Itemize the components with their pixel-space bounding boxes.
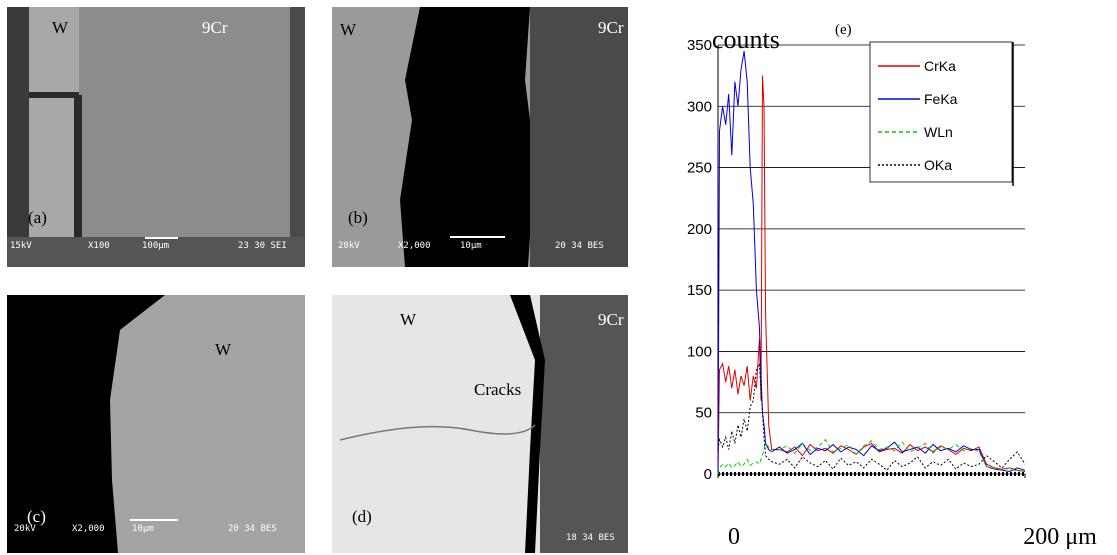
phase-label: W <box>340 20 357 39</box>
sem-info: 20 34 BES <box>228 524 277 534</box>
y-tick-label: 200 <box>687 221 712 238</box>
panel-b: W 9Cr (b) 20kV X2,000 10μm 20 34 BES <box>332 7 628 267</box>
y-tick-label: 0 <box>704 466 712 483</box>
phase-label: 9Cr <box>202 18 228 37</box>
sem-region <box>540 295 628 553</box>
panel-label: (d) <box>352 507 372 526</box>
sem-info: 20 34 BES <box>555 241 604 251</box>
panel-d: W 9Cr Cracks (d) 18 34 BES <box>332 295 628 553</box>
sem-footer-bg <box>7 237 305 267</box>
sem-info: 18 34 BES <box>566 533 615 543</box>
phase-label: W <box>52 18 69 37</box>
panel-label: (c) <box>27 507 46 526</box>
legend-label: CrKa <box>924 58 956 74</box>
series-line <box>717 51 1026 475</box>
y-tick-label: 250 <box>687 160 712 177</box>
y-tick-label: 50 <box>695 405 712 422</box>
panel-c: W (c) 20kV X2,000 10μm 20 34 BES <box>7 295 305 553</box>
sem-info: 23 30 SEI <box>238 241 287 251</box>
sem-region <box>29 7 79 237</box>
sem-region <box>74 95 82 265</box>
sem-region <box>7 295 165 553</box>
sem-region <box>7 7 29 267</box>
y-tick-label: 150 <box>687 282 712 299</box>
sem-info: 10μm <box>132 524 154 534</box>
sem-region <box>290 7 305 267</box>
y-axis-label: counts <box>712 25 780 54</box>
panel-a: W 9Cr (a) 15kV X100 100μm 23 30 SEI <box>7 7 305 267</box>
x-tick-label: 0 <box>728 524 740 550</box>
series-line <box>717 361 1026 472</box>
sem-info: X2,000 <box>72 524 105 534</box>
y-tick-label: 300 <box>687 98 712 115</box>
phase-label: W <box>400 310 417 329</box>
series-line <box>717 438 1026 475</box>
sem-region <box>29 92 79 98</box>
sem-info: X100 <box>88 241 110 251</box>
sem-info: 20kV <box>14 524 36 534</box>
panel-label: (b) <box>348 208 368 227</box>
phase-label: W <box>215 340 232 359</box>
sem-info: 10μm <box>460 241 482 251</box>
panel-label: (a) <box>28 208 47 227</box>
sem-region <box>400 7 535 267</box>
x-tick-label: 200 μm <box>1023 524 1097 550</box>
sem-region <box>510 295 545 553</box>
y-tick-label: 350 <box>687 37 712 54</box>
legend-label: FeKa <box>924 91 958 107</box>
y-tick-label: 100 <box>687 343 712 360</box>
sem-info: 15kV <box>10 241 32 251</box>
crack <box>339 424 536 441</box>
phase-label: 9Cr <box>598 18 624 37</box>
sem-region <box>530 7 628 267</box>
legend-label: OKa <box>924 157 952 173</box>
sem-info: 20kV <box>338 241 360 251</box>
phase-label: 9Cr <box>598 310 624 329</box>
legend-label: WLn <box>924 124 953 140</box>
phase-label: Cracks <box>474 380 521 399</box>
sem-info: 100μm <box>142 241 169 251</box>
chart-title: (e) <box>835 22 852 38</box>
sem-info: X2,000 <box>398 241 431 251</box>
